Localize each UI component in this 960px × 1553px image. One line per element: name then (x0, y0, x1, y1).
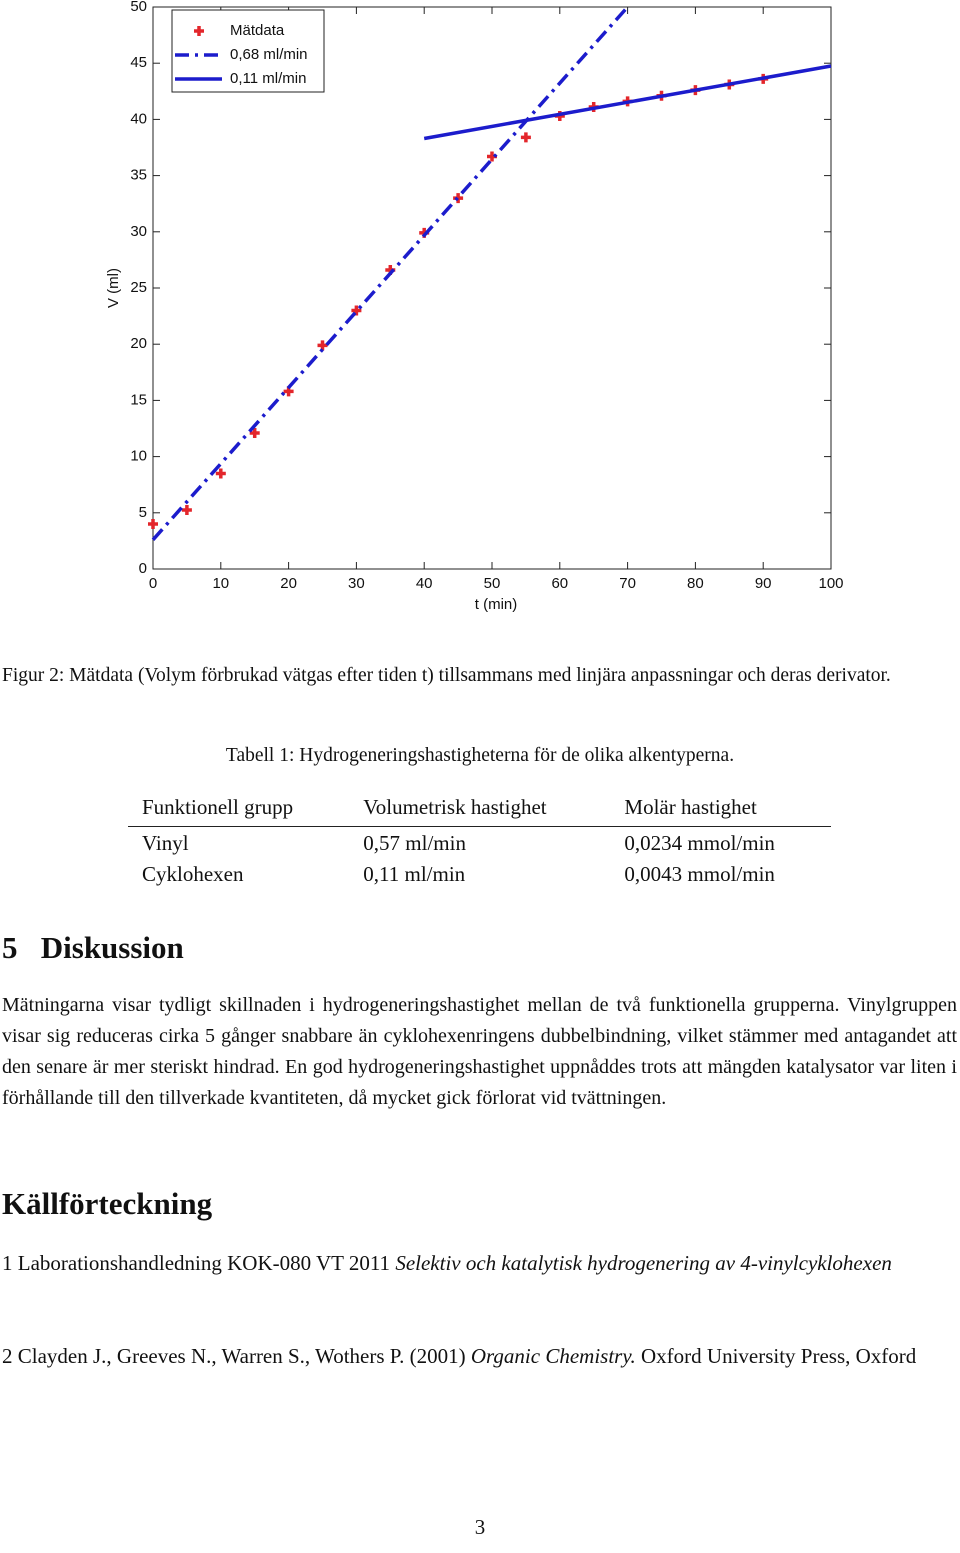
data-point (520, 132, 531, 143)
legend-label: 0,11 ml/min (230, 70, 306, 87)
ref-number: 1 (2, 1251, 13, 1275)
ref-text: Laborationshandledning KOK-080 VT 2011 (17, 1251, 391, 1275)
table-caption: Tabell 1: Hydrogeneringshastigheterna fö… (225, 745, 735, 766)
legend-label: 0,68 ml/min (230, 46, 308, 63)
y-tick-label: 25 (130, 279, 147, 296)
x-tick-label: 100 (818, 575, 843, 592)
x-tick-label: 0 (149, 575, 157, 592)
ref-number: 2 (2, 1344, 13, 1368)
section-title: Diskussion (40, 930, 184, 965)
data-point (249, 427, 260, 438)
ref-text: Clayden J., Greeves N., Warren S., Wothe… (17, 1344, 466, 1368)
y-tick-label: 45 (130, 54, 147, 71)
data-point (317, 340, 328, 351)
x-tick-label: 30 (348, 575, 365, 592)
table-header: Volumetrisk hastighet (349, 793, 611, 827)
table-header: Funktionell grupp (128, 793, 350, 827)
chart: t (min) V (ml) 0 10 20 30 40 50 60 70 80 90 100 0 5 1… (105, 0, 844, 613)
table-cell: 0,0043 mmol/min (624, 862, 775, 886)
ref-publisher: Oxford University Press, Oxford (641, 1344, 917, 1368)
table-cell: 0,11 ml/min (363, 862, 466, 886)
y-axis-label: V (ml) (105, 268, 122, 308)
table-cell: 0,0234 mmol/min (624, 831, 775, 855)
ref-title: Organic Chemistry. (470, 1344, 636, 1368)
fit-line (423, 64, 832, 141)
table-cell: 0,57 ml/min (363, 831, 466, 855)
data-point (453, 193, 464, 204)
fit-line (151, 5, 629, 541)
x-tick-label: 10 (212, 575, 229, 592)
x-tick-label: 40 (416, 575, 433, 592)
x-tick-label: 60 (551, 575, 568, 592)
table-cell: Vinyl (142, 831, 189, 855)
table-header: Molär hastighet (610, 793, 831, 827)
data-table: Funktionell grupp Volumetrisk hastighet … (128, 793, 831, 889)
data-point (351, 305, 362, 316)
y-tick-label: 50 (130, 0, 147, 15)
x-tick-label: 50 (484, 575, 501, 592)
reference: 2 Clayden J., Greeves N., Warren S., Wot… (2, 1341, 957, 1372)
y-tick-label: 10 (130, 448, 147, 465)
section-heading: 5 Diskussion (2, 930, 184, 966)
x-tick-label: 90 (755, 575, 772, 592)
legend-swatch (194, 26, 204, 36)
figure-caption: Figur 2: Mätdata (Volym förbrukad vätgas… (2, 665, 891, 686)
y-tick-label: 20 (130, 335, 147, 352)
data-point (148, 519, 158, 530)
page-number: 3 (474, 1515, 486, 1539)
x-tick-label: 70 (619, 575, 636, 592)
data-point (215, 468, 226, 479)
ref-title: Selektiv och katalytisk hydrogenering av… (395, 1251, 892, 1275)
y-tick-label: 30 (130, 223, 147, 240)
section-number: 5 (2, 930, 18, 965)
x-tick-label: 20 (280, 575, 297, 592)
y-tick-label: 0 (139, 560, 147, 577)
data-point (181, 504, 192, 515)
y-tick-label: 5 (139, 504, 147, 521)
y-tick-label: 40 (130, 110, 147, 127)
x-tick-label: 80 (687, 575, 704, 592)
table-cell: Cyklohexen (142, 862, 244, 886)
y-tick-label: 35 (130, 167, 147, 184)
y-tick-label: 15 (130, 391, 147, 408)
reference: 1 Laborationshandledning KOK-080 VT 2011… (2, 1248, 957, 1279)
x-axis-label: t (min) (475, 596, 518, 613)
paragraph: Mätningarna visar tydligt skillnaden i h… (2, 994, 957, 1109)
references-heading: Källförteckning (2, 1186, 213, 1221)
legend-label: Mätdata (230, 22, 285, 39)
